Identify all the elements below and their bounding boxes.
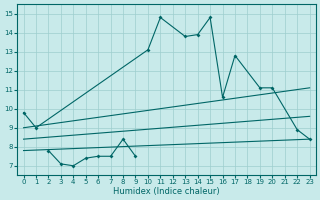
X-axis label: Humidex (Indice chaleur): Humidex (Indice chaleur) <box>113 187 220 196</box>
